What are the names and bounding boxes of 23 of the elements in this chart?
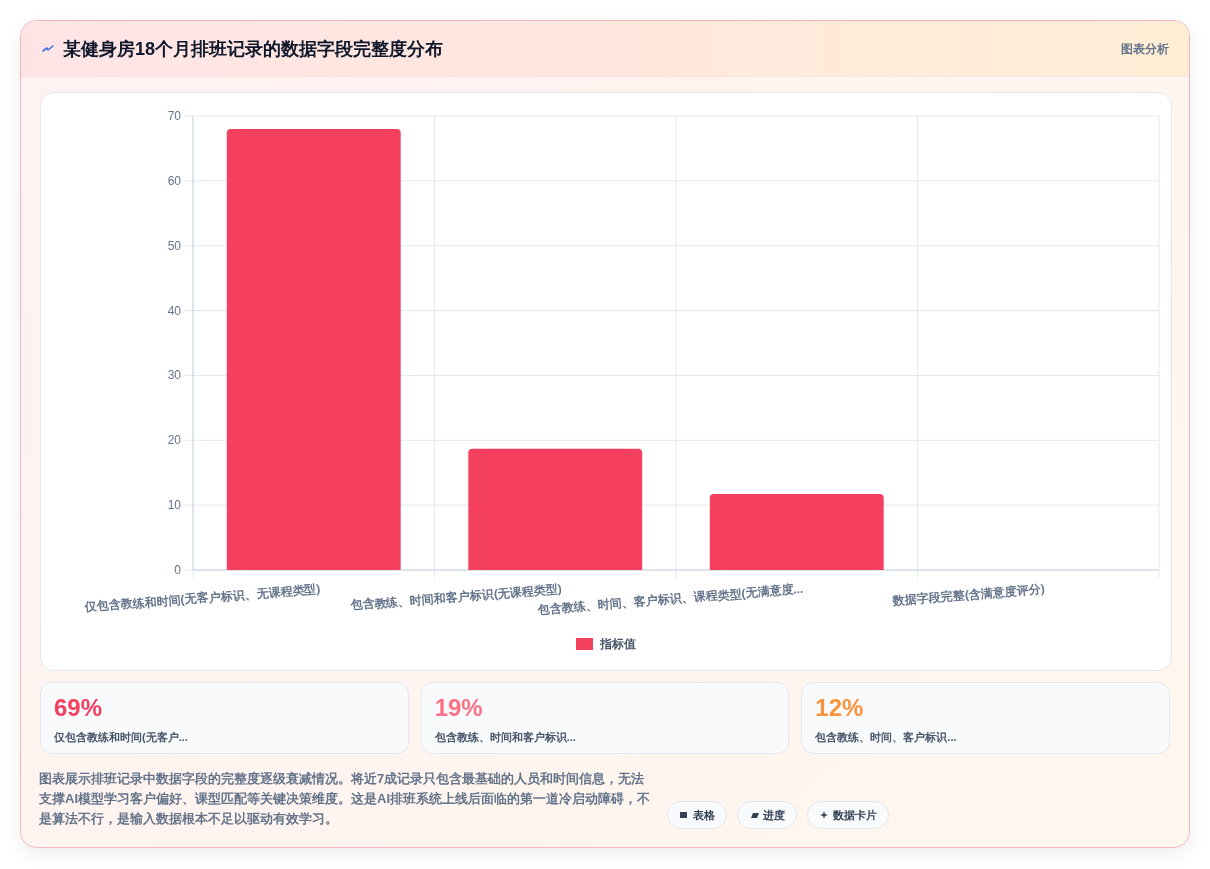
- y-tick-label: 40: [167, 303, 182, 318]
- x-tick-label: 数据字段完整(含满意度评分): [891, 581, 1046, 608]
- bar: [468, 448, 643, 570]
- x-tick-label: 仅包含教练和时间(无客户标识、无课程类型): [83, 581, 321, 615]
- bar: [226, 128, 401, 570]
- y-tick-label: 30: [167, 368, 182, 383]
- y-tick-label: 0: [174, 563, 182, 577]
- y-tick-label: 60: [167, 173, 182, 188]
- chart-title: 某健身房18个月排班记录的数据字段完整度分布: [63, 38, 444, 61]
- text: 图表分析: [1121, 41, 1169, 57]
- bar: [709, 494, 884, 570]
- y-tick-label: 20: [167, 433, 182, 448]
- legend-label: 指标值: [599, 637, 636, 651]
- card: 19% 包含教练、时间和客户标识...: [420, 682, 790, 754]
- button: 表格: [667, 801, 727, 829]
- button: 数据卡片: [807, 801, 889, 829]
- card: 69% 仅包含教练和时间(无客户...: [40, 682, 409, 754]
- card: 12% 包含教练、时间、客户标识...: [801, 682, 1170, 754]
- y-tick-label: 70: [167, 109, 182, 123]
- y-tick-label: 10: [167, 498, 182, 513]
- button: 进度: [737, 801, 797, 829]
- text: 图表展示排班记录中数据字段的完整度逐级衰减情况。将近7成记录只包含最基础的人员和时间信息，无法支撑AI模型学习客户偏好、课型匹配等关键决策维度。这是AI排班系统上线后面临的第一道冷启动障碍，不是算法不行，是输入数据根本不足以驱动有效学习。: [39, 770, 651, 828]
- y-tick-label: 50: [167, 238, 182, 253]
